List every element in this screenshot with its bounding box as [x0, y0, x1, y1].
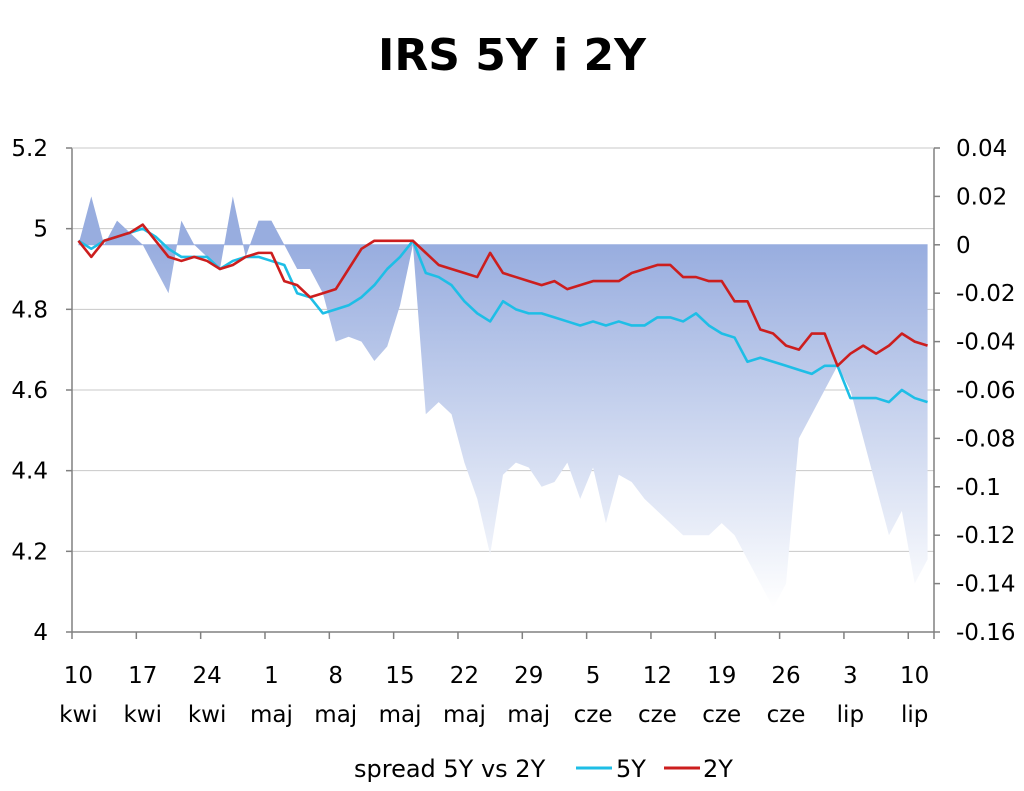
- x-tick-month: kwi: [188, 702, 227, 728]
- right-tick-label: -0.02: [956, 281, 1016, 307]
- x-tick-month: lip: [837, 702, 864, 728]
- x-tick-month: maj: [250, 702, 293, 728]
- x-tick-day: 10: [900, 663, 929, 689]
- left-tick-label: 4.6: [11, 378, 48, 404]
- x-tick-day: 15: [385, 663, 414, 689]
- right-tick-label: -0.08: [956, 426, 1016, 452]
- x-tick-day: 12: [643, 663, 672, 689]
- right-tick-label: -0.16: [956, 620, 1016, 646]
- x-tick-day: 19: [707, 663, 736, 689]
- x-tick-month: maj: [507, 702, 550, 728]
- x-tick-month: maj: [443, 702, 486, 728]
- series-line-2y: [77, 223, 928, 368]
- spread-area-layer: [78, 196, 928, 608]
- left-tick-label: 5.2: [11, 136, 48, 162]
- x-tick-day: 8: [328, 663, 343, 689]
- tick-labels: 4 4.2 4.4 4.6 4.8 5 5.2 -0.16 -0.14 -0.12 -0.1 -0.0…: [11, 136, 1015, 728]
- right-tick-label: 0: [956, 233, 971, 259]
- x-tick-day: 22: [450, 663, 479, 689]
- right-tick-label: -0.14: [956, 572, 1016, 598]
- x-tick-month: cze: [702, 702, 741, 728]
- legend-label-spread: spread 5Y vs 2Y: [354, 755, 546, 783]
- x-tick-day: 10: [64, 663, 93, 689]
- x-tick-month: kwi: [59, 702, 98, 728]
- chart-title: IRS 5Y i 2Y: [378, 30, 646, 81]
- x-tick-day: 5: [586, 663, 601, 689]
- spread-area: [78, 196, 928, 608]
- right-tick-label: -0.1: [956, 475, 1001, 501]
- left-tick-label: 4.2: [11, 539, 48, 565]
- right-tick-label: 0.02: [956, 184, 1007, 210]
- x-tick-day: 26: [771, 663, 800, 689]
- axes: [66, 147, 940, 639]
- x-tick-month: cze: [638, 702, 677, 728]
- right-tick-label: -0.12: [956, 523, 1016, 549]
- legend-label-5y: 5Y: [616, 755, 646, 783]
- left-tick-label: 4.8: [11, 297, 48, 323]
- x-tick-month: cze: [767, 702, 806, 728]
- x-tick-month: lip: [901, 702, 928, 728]
- right-tick-label: -0.04: [956, 330, 1016, 356]
- x-tick-day: 17: [128, 663, 157, 689]
- x-tick-day: 3: [843, 663, 858, 689]
- right-tick-label: 0.04: [956, 136, 1007, 162]
- legend: spread 5Y vs 2Y 5Y 2Y: [322, 755, 733, 783]
- legend-label-2y: 2Y: [703, 755, 733, 783]
- left-tick-label: 4.4: [11, 459, 48, 485]
- x-tick-month: cze: [574, 702, 613, 728]
- legend-swatch-spread: [322, 758, 344, 778]
- x-tick-month: maj: [314, 702, 357, 728]
- left-tick-label: 4: [33, 620, 48, 646]
- x-tick-day: 1: [264, 663, 279, 689]
- x-tick-day: 24: [192, 663, 221, 689]
- right-tick-label: -0.06: [956, 378, 1016, 404]
- x-tick-month: kwi: [123, 702, 162, 728]
- x-tick-month: maj: [379, 702, 422, 728]
- line-layer: [77, 223, 928, 404]
- left-tick-label: 5: [33, 217, 48, 243]
- x-tick-day: 29: [514, 663, 543, 689]
